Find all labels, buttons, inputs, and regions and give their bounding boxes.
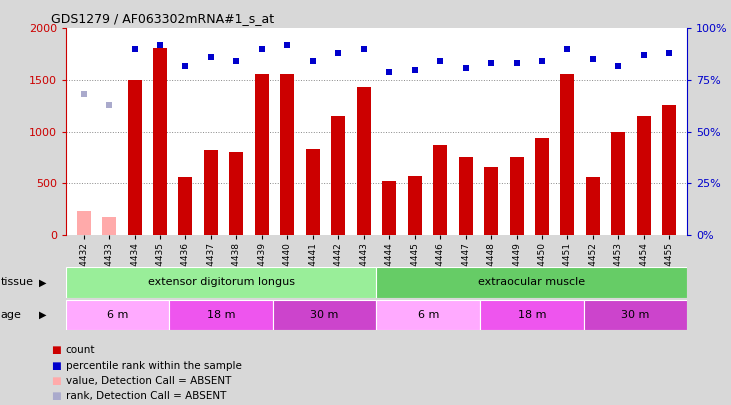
Bar	[611, 132, 626, 235]
Bar	[382, 181, 396, 235]
Bar	[637, 116, 651, 235]
Bar	[376, 267, 687, 298]
Text: 18 m: 18 m	[518, 310, 546, 320]
Text: 30 m: 30 m	[311, 310, 339, 320]
Bar	[102, 217, 116, 235]
Bar	[273, 300, 376, 330]
Bar	[77, 211, 91, 235]
Bar	[127, 80, 142, 235]
Text: extraocular muscle: extraocular muscle	[478, 277, 586, 288]
Text: rank, Detection Call = ABSENT: rank, Detection Call = ABSENT	[66, 392, 226, 401]
Bar	[458, 158, 473, 235]
Bar	[586, 177, 600, 235]
Text: ■: ■	[51, 392, 61, 401]
Bar	[408, 175, 422, 235]
Text: 6 m: 6 m	[107, 310, 128, 320]
Bar	[331, 116, 345, 235]
Bar	[66, 267, 376, 298]
Text: extensor digitorum longus: extensor digitorum longus	[148, 277, 295, 288]
Bar	[376, 300, 480, 330]
Bar	[66, 300, 170, 330]
Bar	[178, 177, 192, 235]
Bar	[170, 300, 273, 330]
Bar	[561, 74, 575, 235]
Bar	[230, 152, 243, 235]
Bar	[280, 74, 295, 235]
Text: 30 m: 30 m	[621, 310, 650, 320]
Text: ■: ■	[51, 376, 61, 386]
Text: percentile rank within the sample: percentile rank within the sample	[66, 361, 242, 371]
Bar	[255, 74, 269, 235]
Text: 6 m: 6 m	[417, 310, 439, 320]
Bar	[484, 167, 498, 235]
Bar	[480, 300, 583, 330]
Text: tissue: tissue	[1, 277, 34, 288]
Bar	[662, 105, 676, 235]
Text: ▶: ▶	[39, 277, 46, 288]
Bar	[357, 87, 371, 235]
Text: ■: ■	[51, 345, 61, 355]
Text: value, Detection Call = ABSENT: value, Detection Call = ABSENT	[66, 376, 231, 386]
Text: ▶: ▶	[39, 310, 46, 320]
Bar	[153, 48, 167, 235]
Bar	[535, 138, 549, 235]
Bar	[433, 145, 447, 235]
Bar	[583, 300, 687, 330]
Bar	[306, 149, 319, 235]
Text: count: count	[66, 345, 95, 355]
Text: 18 m: 18 m	[207, 310, 235, 320]
Bar	[204, 150, 218, 235]
Bar	[510, 158, 523, 235]
Text: GDS1279 / AF063302mRNA#1_s_at: GDS1279 / AF063302mRNA#1_s_at	[51, 12, 274, 25]
Text: age: age	[1, 310, 22, 320]
Text: ■: ■	[51, 361, 61, 371]
